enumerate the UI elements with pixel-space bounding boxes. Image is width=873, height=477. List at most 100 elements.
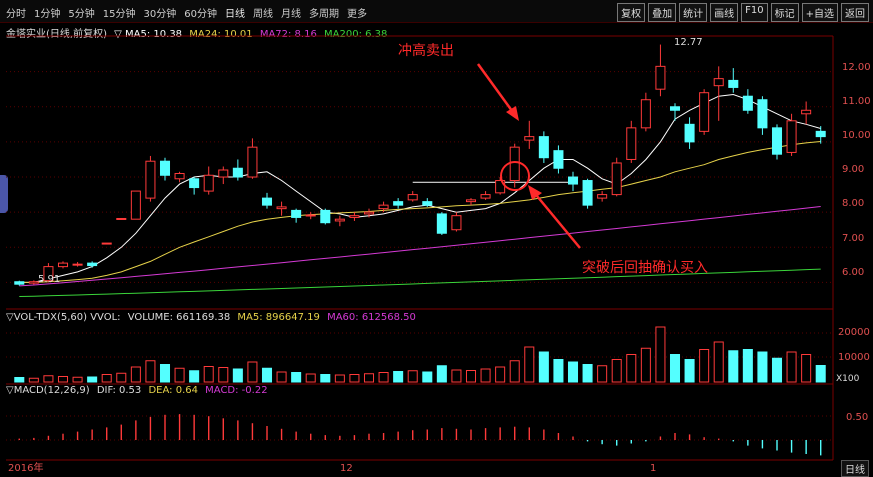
candle-body	[509, 146, 520, 182]
volume-bar	[363, 373, 375, 383]
volume-bar	[203, 366, 214, 383]
volume-bar	[57, 376, 69, 383]
candle-body	[305, 214, 316, 217]
volume-bar	[116, 372, 127, 383]
ma72-line	[19, 206, 821, 287]
volume-bar	[14, 377, 25, 383]
tab-15min[interactable]: 15分钟	[102, 9, 136, 20]
tab-multi-period[interactable]: 多周期	[308, 9, 339, 20]
candle-body	[422, 201, 433, 206]
tab-5min[interactable]: 5分钟	[68, 9, 95, 20]
sell-annotation: 冲高卖出	[398, 42, 454, 59]
candle-body	[553, 150, 564, 169]
volume-bar	[684, 359, 695, 383]
stock-title: 金塔实业(日线,前复权)	[6, 29, 107, 40]
candle-body	[524, 136, 535, 141]
volume-bar	[349, 374, 360, 383]
candle-body	[174, 173, 185, 180]
volume-bar	[101, 374, 112, 383]
tab-weekly[interactable]: 周线	[252, 9, 273, 20]
overlay-button[interactable]: 叠加	[648, 3, 677, 22]
candle-body	[189, 178, 200, 189]
tab-daily[interactable]: 日线	[224, 9, 245, 20]
f10-button[interactable]: F10	[741, 3, 768, 22]
tab-monthly[interactable]: 月线	[280, 9, 301, 20]
volume-bar	[130, 366, 141, 383]
candle-body	[334, 218, 345, 222]
vol-title: ▽VOL-TDX(5,60) VVOL:	[6, 312, 121, 323]
candle-body	[378, 204, 389, 210]
volume-bar	[480, 368, 491, 383]
add-watchlist-button[interactable]: +自选	[801, 3, 838, 22]
mark-button[interactable]: 标记	[770, 3, 799, 22]
candle-body	[480, 194, 491, 199]
candle-body	[669, 106, 681, 111]
candle-body	[742, 95, 753, 111]
volume-bar	[611, 359, 622, 383]
period-tabs: 分时 1分钟 5分钟 15分钟 30分钟 60分钟 日线 周线 月线 多周期 更…	[6, 5, 367, 20]
candle-body	[451, 215, 462, 231]
volume-bar	[567, 361, 579, 383]
candle-body	[538, 136, 549, 159]
candle-body	[728, 79, 739, 88]
candle-body	[203, 174, 214, 192]
price-tick: 11.00	[842, 96, 871, 107]
adjust-button[interactable]: 复权	[617, 3, 646, 22]
ma24-line	[19, 141, 821, 283]
candle-body	[291, 209, 302, 218]
candle-body	[218, 169, 229, 178]
volume-bar	[669, 354, 681, 383]
period-selector-tab[interactable]: 日线	[841, 460, 869, 477]
candle-body	[597, 194, 608, 199]
candle-body	[757, 99, 768, 129]
candle-body	[436, 213, 447, 234]
side-panel-handle[interactable]	[0, 175, 8, 213]
tab-60min[interactable]: 60分钟	[184, 9, 217, 20]
volume-bar	[261, 367, 273, 383]
vol-tick: 10000	[838, 352, 870, 363]
volume-bar	[509, 360, 520, 383]
volume-bar	[465, 370, 477, 383]
candle-body	[786, 120, 797, 153]
volume-bar	[451, 369, 462, 383]
ma200-value: MA200: 6.38	[324, 29, 388, 40]
volume-bar	[276, 371, 287, 383]
volume-bar	[524, 346, 535, 383]
back-button[interactable]: 返回	[841, 3, 869, 22]
volume-bar	[159, 364, 171, 383]
date-label: 2016年	[8, 461, 43, 474]
tool-buttons: 复权 叠加 统计 画线 F10 标记 +自选 返回	[617, 3, 869, 22]
stats-button[interactable]: 统计	[679, 3, 708, 22]
candle-body	[465, 199, 477, 203]
volume-bar	[786, 351, 797, 383]
draw-line-button[interactable]: 画线	[710, 3, 739, 22]
sell-arrowhead	[506, 106, 519, 121]
price-tick: 6.00	[842, 267, 864, 278]
candle-body	[232, 167, 243, 178]
macd-tick: 0.50	[846, 412, 868, 423]
volume-bar	[699, 349, 710, 383]
tab-more[interactable]: 更多	[346, 9, 367, 20]
volume-bar	[655, 326, 666, 383]
price-tick: 9.00	[842, 164, 864, 175]
volume-bar	[538, 351, 549, 383]
tab-intraday[interactable]: 分时	[6, 9, 26, 20]
breakout-circle	[500, 161, 530, 191]
date-label: 12	[340, 463, 353, 474]
candle-body	[72, 263, 83, 266]
volume-bar	[640, 347, 651, 383]
volume-bar	[247, 361, 258, 383]
volume-bar	[407, 370, 418, 383]
candle-body	[801, 109, 812, 115]
volume-bar	[43, 375, 54, 383]
candle-body	[320, 209, 331, 224]
vol-volume: VOLUME: 661169.38	[127, 312, 231, 323]
tab-1min[interactable]: 1分钟	[34, 9, 61, 20]
tab-30min[interactable]: 30分钟	[143, 9, 177, 20]
candle-body	[611, 162, 622, 196]
sell-arrow	[476, 63, 517, 116]
volume-bar	[713, 341, 724, 383]
ma24-value: MA24: 10.01	[189, 29, 253, 40]
vol-ma60: MA60: 612568.50	[327, 312, 416, 323]
